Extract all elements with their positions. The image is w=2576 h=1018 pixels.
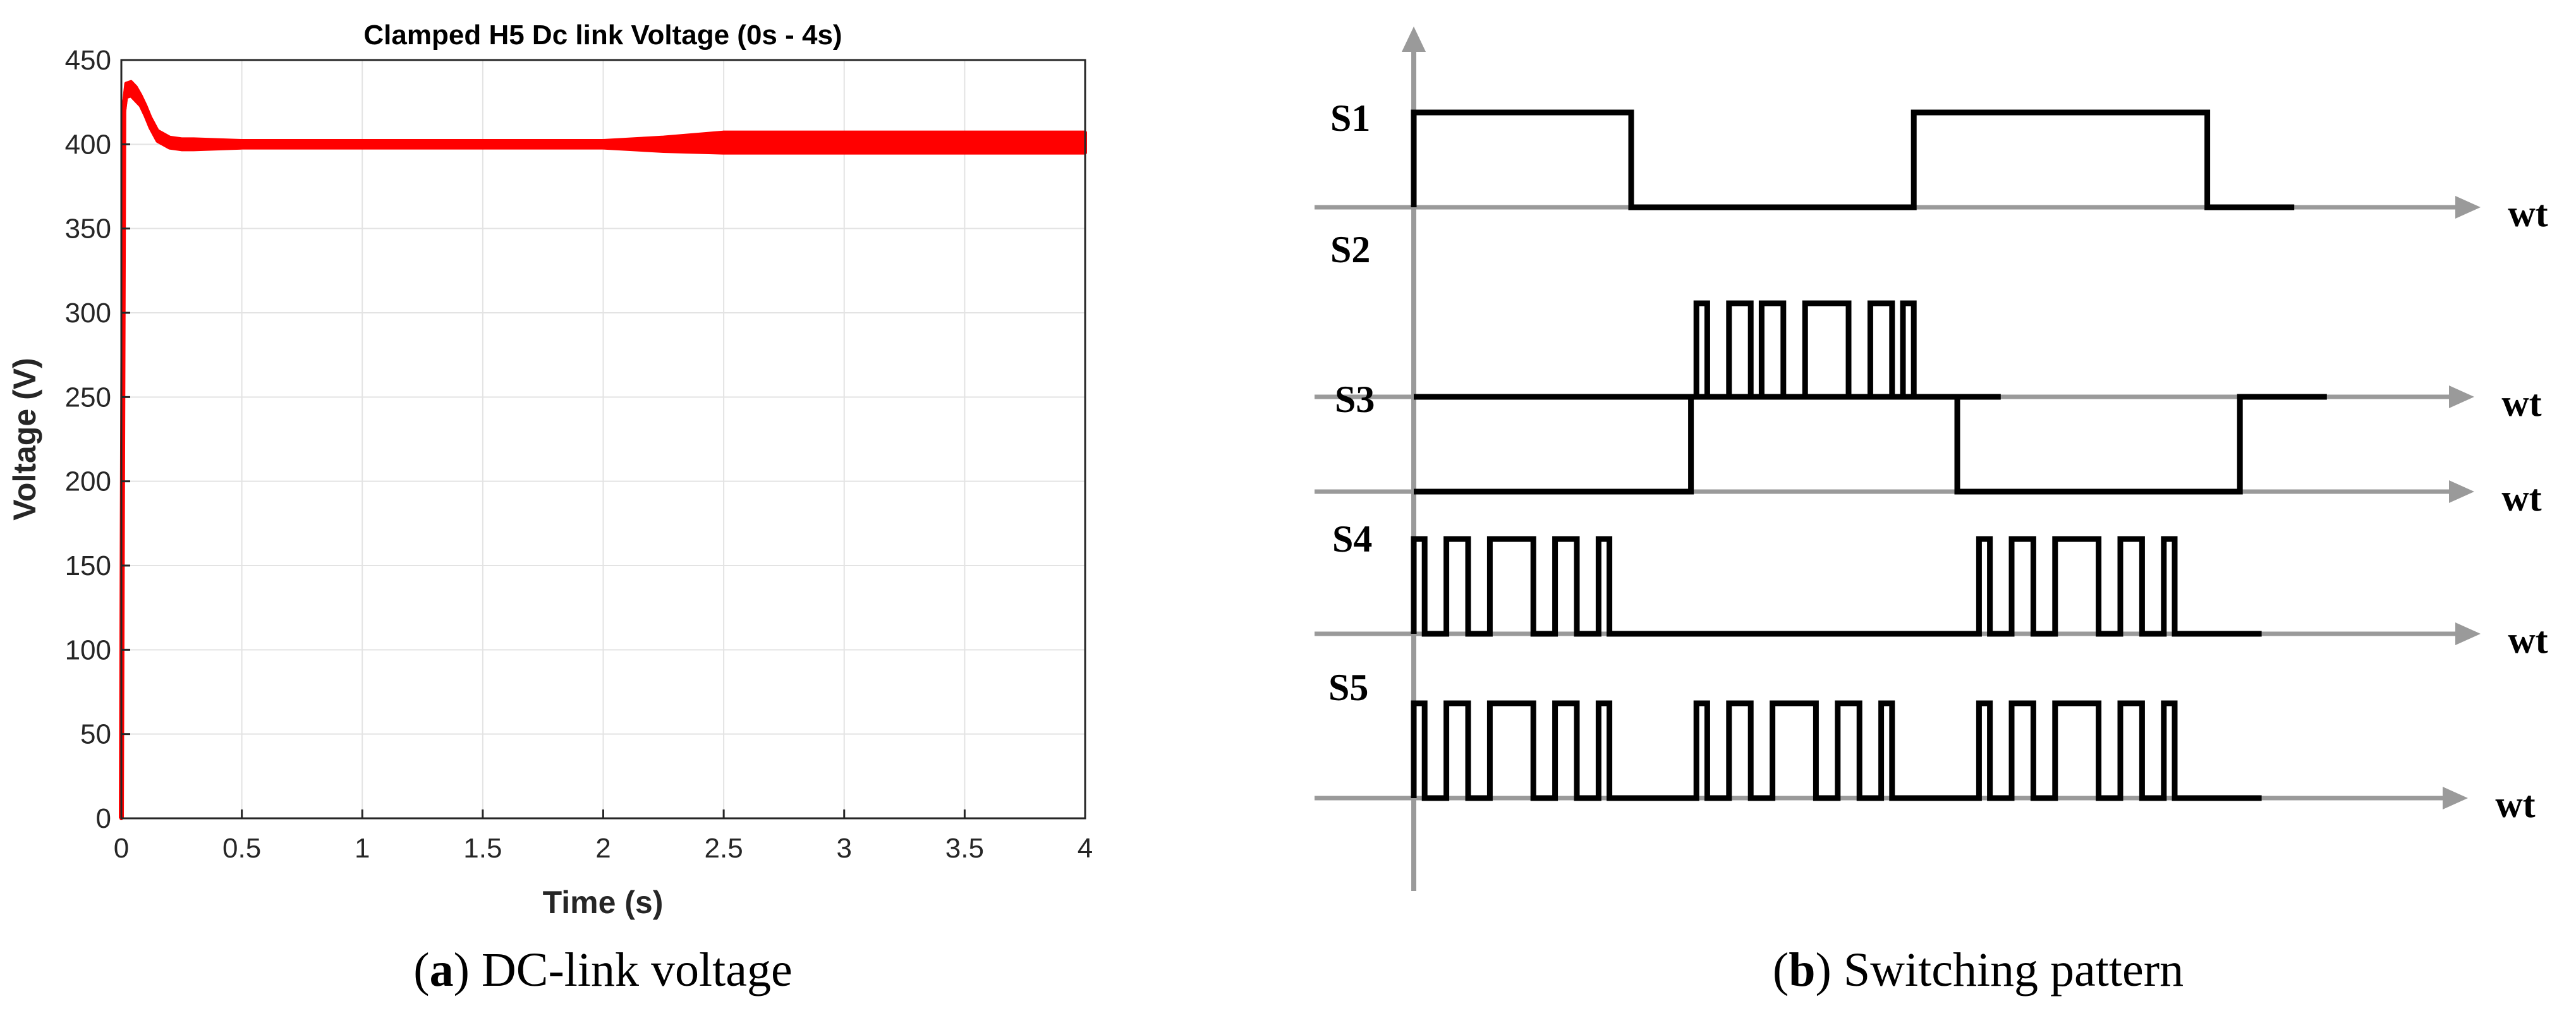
data-point — [139, 99, 142, 102]
signal-row-s3: wt S3 — [1315, 379, 2542, 519]
switching-waveform — [1411, 536, 2262, 637]
switching-waveform — [1414, 300, 2001, 400]
data-point — [842, 141, 846, 144]
time-axis-arrow-icon — [2449, 385, 2474, 408]
x-tick-label: 1.5 — [463, 833, 502, 864]
y-axis-ticks: 0 50 100 150 200 250 300 350 400 450 — [65, 45, 130, 834]
y-tick-label: 200 — [65, 466, 111, 497]
data-point — [361, 143, 364, 146]
data-point — [481, 143, 484, 146]
vertical-axis-arrow-icon — [1402, 27, 1426, 52]
caption-a-letter: a — [430, 943, 454, 997]
data-point — [240, 143, 243, 146]
chart-title: Clamped H5 Dc link Voltage (0s - 4s) — [363, 20, 842, 51]
data-point — [168, 141, 171, 144]
x-tick-label: 2 — [595, 833, 611, 864]
signal-name: S1 — [1330, 97, 1370, 139]
x-tick-label: 3 — [837, 833, 852, 864]
signal-row-s1: wt S1 — [1315, 97, 2548, 234]
data-point — [125, 89, 128, 92]
time-axis-label: wt — [2501, 477, 2541, 519]
caption-b: (b) Switching pattern — [1773, 943, 2184, 997]
time-axis-label: wt — [2501, 382, 2541, 424]
y-tick-label: 250 — [65, 382, 111, 413]
data-point — [602, 143, 605, 146]
data-point — [156, 135, 159, 137]
y-tick-label: 50 — [80, 719, 111, 750]
data-point — [722, 141, 726, 144]
x-tick-label: 0.5 — [222, 833, 261, 864]
signal-row-s4: wt S4 — [1315, 518, 2548, 661]
data-point — [130, 87, 133, 90]
time-axis-label: wt — [2508, 193, 2548, 234]
x-axis-ticks: 0 0.5 1 1.5 2 2.5 3 3.5 4 — [114, 809, 1093, 864]
data-point — [134, 92, 137, 95]
y-tick-label: 350 — [65, 214, 111, 245]
y-tick-label: 150 — [65, 550, 111, 581]
y-tick-label: 0 — [96, 803, 111, 834]
caption-b-text: Switching pattern — [1844, 943, 2184, 997]
signal-name: S2 — [1330, 229, 1370, 270]
switching-waveform — [1411, 700, 2262, 801]
data-point — [149, 121, 152, 124]
caption-b-letter: b — [1789, 943, 1815, 997]
panel-a-voltage-chart: 0 0.5 1 1.5 2 2.5 3 3.5 4 0 50 100 150 200 250 300 350 4… — [7, 20, 1093, 997]
x-tick-label: 2.5 — [705, 833, 743, 864]
x-axis-label: Time (s) — [543, 885, 664, 920]
switching-waveform — [1411, 109, 2295, 210]
time-axis-arrow-icon — [2455, 622, 2481, 645]
x-tick-label: 4 — [1078, 833, 1093, 864]
y-tick-label: 300 — [65, 298, 111, 329]
y-tick-label: 450 — [65, 45, 111, 76]
x-tick-label: 1 — [355, 833, 370, 864]
panel-b-switching-pattern: wt S1 wt S2 wt S3 wt S4 wt S5 (b) Switching patte… — [1315, 27, 2548, 997]
time-axis-arrow-icon — [2449, 480, 2474, 503]
signal-name: S5 — [1328, 667, 1368, 708]
time-axis-arrow-icon — [2455, 196, 2481, 219]
caption-a: (a) DC-link voltage — [413, 943, 792, 997]
data-point — [144, 109, 147, 112]
data-point — [963, 141, 966, 144]
switching-waveform — [1414, 394, 2327, 495]
data-point — [662, 143, 665, 146]
caption-a-text: DC-link voltage — [482, 943, 793, 997]
data-point — [180, 143, 183, 146]
time-axis-arrow-icon — [2443, 787, 2468, 809]
time-axis-label: wt — [2495, 784, 2535, 825]
x-tick-label: 0 — [114, 833, 129, 864]
signal-name: S3 — [1335, 379, 1375, 420]
y-tick-label: 100 — [65, 634, 111, 665]
signal-name: S4 — [1332, 518, 1372, 560]
y-tick-label: 400 — [65, 129, 111, 160]
y-axis-label: Voltage (V) — [7, 358, 42, 520]
x-tick-label: 3.5 — [945, 833, 984, 864]
time-axis-label: wt — [2508, 619, 2548, 661]
data-point — [122, 109, 125, 112]
signal-rows: wt S1 wt S2 wt S3 wt S4 wt S5 — [1315, 97, 2548, 825]
signal-row-s5: wt S5 — [1315, 667, 2536, 825]
data-point — [192, 143, 195, 146]
